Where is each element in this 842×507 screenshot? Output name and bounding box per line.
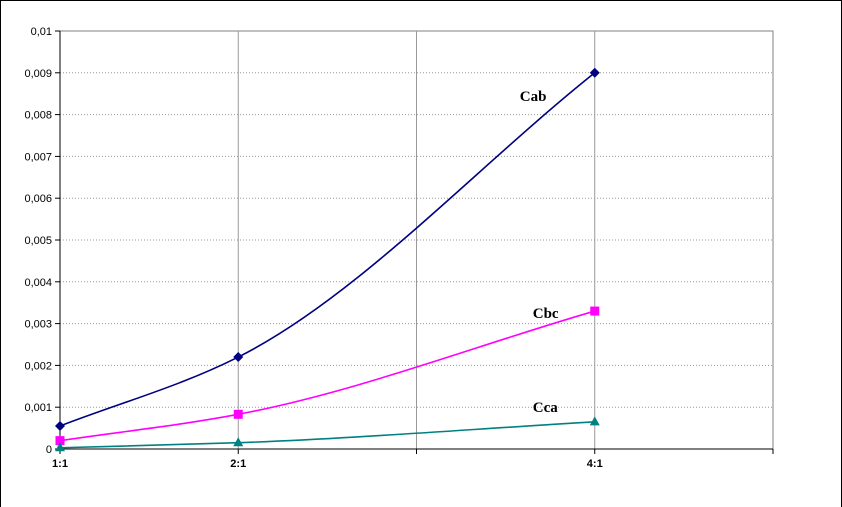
y-tick-label: 0,003	[24, 319, 52, 331]
y-tick-label: 0,01	[31, 26, 52, 38]
y-tick-label: 0,007	[24, 151, 52, 163]
marker-cca	[55, 442, 65, 452]
series-line-cbc	[59, 310, 595, 442]
y-tick-label: 0,005	[24, 235, 52, 247]
marker-cbc	[590, 306, 600, 316]
x-tick-label: 1:1	[52, 458, 68, 470]
series-label-cbc: Cbc	[533, 306, 559, 322]
y-tick-label: 0,002	[24, 360, 52, 372]
y-tick-label: 0,006	[24, 193, 52, 205]
marker-cab	[589, 67, 600, 78]
series-line-cab	[59, 72, 596, 427]
marker-cca	[233, 437, 244, 447]
marker-cab	[233, 352, 244, 363]
y-tick-label: 0	[46, 444, 52, 456]
grid	[60, 31, 773, 449]
axes	[55, 30, 774, 454]
y-tick-label: 0,008	[24, 110, 52, 122]
y-tick-label: 0,001	[24, 402, 52, 414]
marker-cbc	[233, 409, 243, 419]
x-tick-label: 4:1	[587, 458, 603, 470]
y-tick-label: 0,009	[24, 68, 52, 80]
marker-cca	[589, 416, 600, 426]
series-label-cab: Cab	[520, 89, 547, 105]
marker-cbc	[55, 436, 65, 446]
labels: 0 0,001 0,002 0,003 0,004 0,005 0,006 0,007 0,00…	[24, 26, 602, 470]
y-tick-label: 0,004	[24, 277, 52, 289]
x-tick-label: 2:1	[230, 458, 246, 470]
series-line-cca	[59, 421, 595, 449]
marker-cab	[55, 421, 65, 432]
series-label-cca: Cca	[533, 400, 558, 416]
series-layer	[55, 67, 600, 452]
